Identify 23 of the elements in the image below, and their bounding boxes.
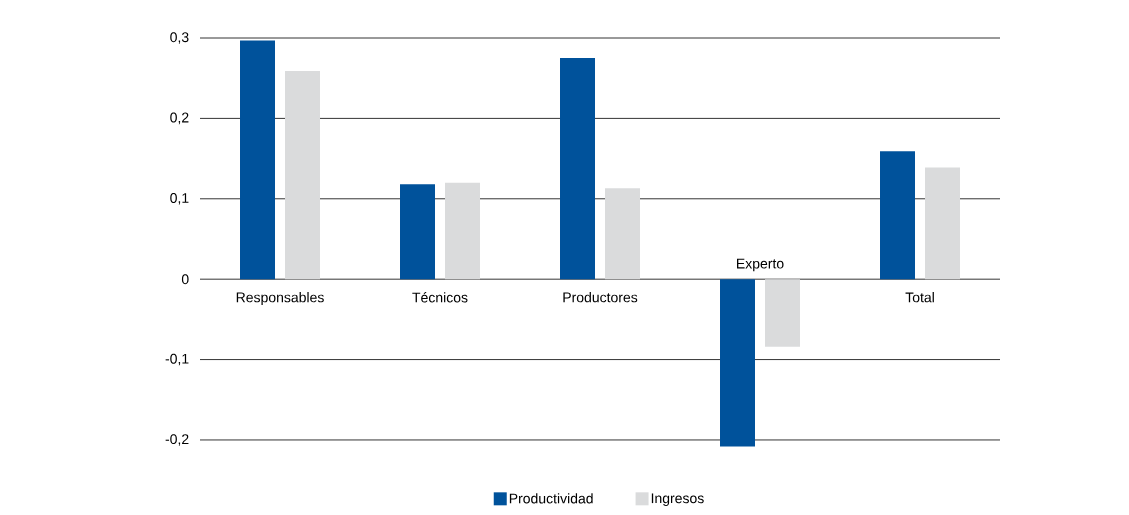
y-tick-label: -0,2	[165, 434, 189, 446]
bar	[925, 167, 961, 280]
y-tick-label: 0,1	[170, 192, 189, 205]
x-tick-label: Técnicos	[412, 292, 468, 303]
x-tick-label: Experto	[737, 258, 784, 272]
bar	[240, 40, 276, 280]
x-tick-label: Responsables	[236, 292, 324, 306]
y-tick-label: 0	[181, 274, 189, 285]
bar	[445, 182, 481, 280]
bar	[720, 279, 755, 447]
legend-label: Productividad	[509, 493, 593, 504]
y-tick-label: 0,3	[170, 32, 189, 44]
bar	[400, 184, 436, 280]
y-tick-label: 0,2	[170, 112, 189, 125]
bar	[285, 70, 321, 280]
bar	[560, 58, 595, 280]
bar	[880, 151, 916, 280]
x-tick-label: Total	[905, 292, 934, 303]
bar	[765, 279, 801, 347]
y-tick-label: -0,1	[165, 353, 189, 366]
x-tick-label: Productores	[563, 292, 638, 303]
legend-label: Ingresos	[651, 493, 704, 506]
bar	[605, 188, 640, 280]
